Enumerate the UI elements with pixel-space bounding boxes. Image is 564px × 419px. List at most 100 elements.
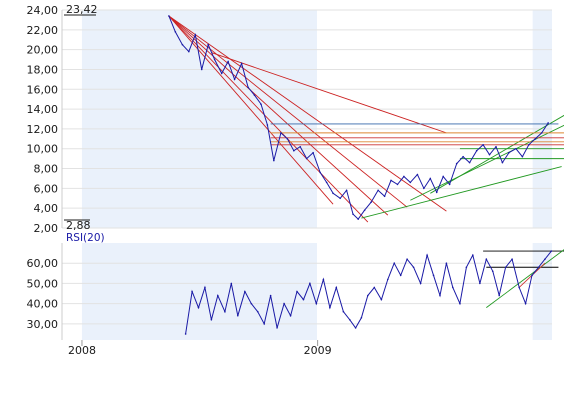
shaded-band [81,10,317,228]
data-point [332,192,334,195]
data-point [528,143,530,146]
min-price-label: 2,88 [66,219,91,232]
price-trendlines [168,15,564,223]
data-point [269,294,272,297]
data-point [363,209,366,211]
data-point [390,179,392,182]
data-point [491,270,494,273]
rsi-shaded-region [81,243,552,340]
data-point [184,333,187,335]
data-point [377,189,379,192]
data-point [236,314,239,317]
data-point [488,153,491,156]
data-point [468,161,471,164]
data-point [482,143,484,146]
data-point [432,274,435,277]
data-point [191,290,193,293]
data-point [325,181,328,184]
trendline [486,249,564,309]
data-point [452,286,454,289]
x-tick-label: 2008 [68,344,96,357]
data-point [445,262,448,265]
data-point [280,132,282,134]
y-tick-label: 2,00 [34,222,59,235]
data-point [370,201,372,204]
data-point [380,298,383,301]
data-point [263,323,265,325]
y-tick-label: 14,00 [27,103,59,116]
data-point [435,191,438,194]
data-point [352,213,354,215]
data-point [383,195,386,198]
data-point [240,62,243,65]
rsi-y-axis: 60,00 50,00 40,00 30,00 [27,257,59,331]
data-point [253,94,256,97]
data-point [357,218,359,220]
rsi-title: RSI(20) [66,232,105,244]
data-point [345,189,348,192]
data-point [293,149,295,152]
data-point [247,86,249,89]
trendline [168,15,334,205]
rsi-panel: RSI(20) 60,00 50,00 40,00 30,00 [27,232,564,340]
data-point [276,327,278,329]
rsi-gridlines [61,243,552,340]
data-point [250,302,253,305]
data-point [403,175,405,178]
data-point [227,60,229,63]
data-point [342,310,345,313]
data-point [230,282,233,285]
rsi-series [184,250,553,335]
price-gridlines [61,9,552,229]
data-point [531,274,533,277]
trendline [361,166,562,219]
data-point [312,151,314,154]
data-point [544,258,546,260]
data-point [305,157,308,160]
y-tick-label: 12,00 [27,123,59,136]
x-tick-label: 2009 [304,344,332,357]
y-tick-label: 30,00 [27,318,59,331]
data-point [475,149,478,152]
data-point [256,310,259,313]
data-point [439,294,441,297]
y-tick-label: 50,00 [27,277,59,290]
data-point [429,177,432,180]
data-point [174,31,177,33]
data-point [511,258,513,260]
data-point [213,58,216,61]
y-tick-label: 24,00 [27,4,59,17]
price-series [168,15,549,220]
data-point [273,159,275,162]
data-point [448,183,451,186]
data-point [515,147,517,150]
y-tick-label: 60,00 [27,257,59,270]
data-point [465,266,468,269]
data-point [266,124,269,126]
data-point [315,302,318,305]
y-tick-label: 20,00 [27,44,59,57]
data-point [286,138,289,140]
trendline [168,15,369,223]
data-point [412,266,415,269]
data-point [210,318,213,321]
data-point [393,262,396,265]
x-axis: 2008 2009 [68,340,332,357]
data-point [329,306,331,309]
data-point [479,282,481,285]
data-point [498,294,501,297]
data-point [204,286,206,289]
price-y-axis: 24,00 22,00 20,00 18,00 16,00 14,00 12,00 10,00… [27,4,59,235]
data-point [360,316,363,319]
data-point [367,294,369,297]
data-point [244,290,246,293]
data-point [459,302,461,305]
data-point [302,298,305,301]
trendline [168,15,447,212]
data-point [373,286,376,289]
data-point [299,145,302,148]
data-point [540,132,543,134]
data-point [547,122,549,124]
shaded-band [532,10,552,228]
